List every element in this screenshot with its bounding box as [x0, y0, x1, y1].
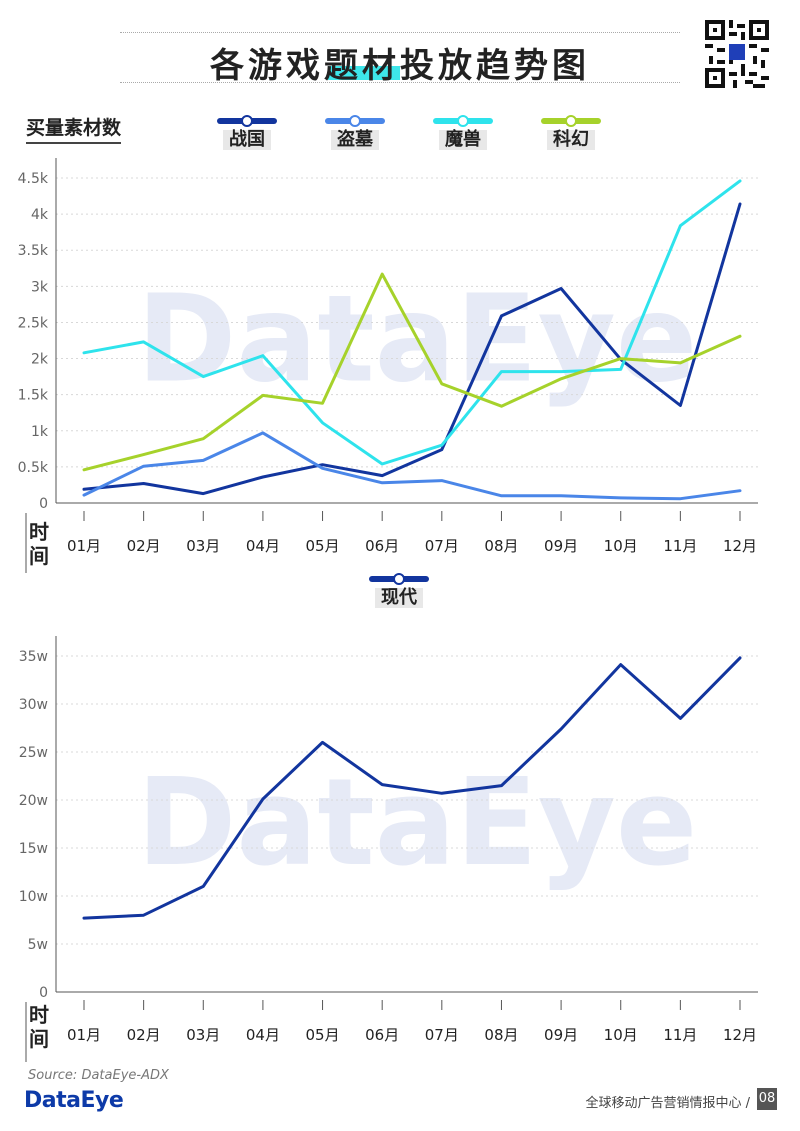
chart1-ylabel: 买量素材数 [26, 113, 122, 144]
x-tick-label: 04月 [246, 537, 280, 555]
x-tick-label: 02月 [127, 537, 161, 555]
x-tick-label: 02月 [127, 1026, 161, 1044]
y-tick-label: 4k [31, 207, 49, 223]
page-title: 各游戏题材投放趋势图 [210, 46, 590, 86]
y-tick-label: 25w [19, 745, 48, 761]
x-tick-label: 05月 [305, 537, 339, 555]
y-tick-label: 35w [19, 649, 48, 665]
title-divider-top [120, 32, 680, 33]
series-line-魔兽 [82, 179, 742, 466]
legend-swatch [217, 115, 277, 127]
title-highlight [328, 66, 400, 80]
legend-swatch [541, 115, 601, 127]
legend-item-zhanguo: 战国 [197, 115, 297, 160]
title-area: 各游戏题材投放趋势图 [0, 18, 800, 98]
y-tick-label: 1k [31, 424, 49, 440]
legend-item-xiandai: 现代 [349, 573, 449, 618]
x-tick-label: 08月 [484, 1026, 518, 1044]
x-tick-label: 11月 [663, 537, 697, 555]
series-line-现代 [82, 656, 742, 920]
x-tick-label: 07月 [425, 537, 459, 555]
x-tick-label: 01月 [67, 1026, 101, 1044]
watermark: DataEye [137, 754, 698, 893]
legend-swatch [325, 115, 385, 127]
page-number: 08 [757, 1088, 777, 1110]
x-tick-label: 10月 [604, 537, 638, 555]
x-tick-label: 09月 [544, 537, 578, 555]
y-tick-label: 10w [19, 889, 48, 905]
y-tick-label: 20w [19, 793, 48, 809]
legend-item-kehuan: 科幻 [521, 115, 621, 160]
chart2-xaxis-name: 时间 [29, 1003, 49, 1051]
y-tick-label: 4.5k [18, 171, 49, 187]
x-tick-label: 08月 [484, 537, 518, 555]
series-line-盗墓 [82, 431, 742, 501]
chart1-xaxis-name: 时间 [29, 520, 49, 568]
legend-label: 战国 [223, 130, 271, 150]
x-tick-label: 06月 [365, 537, 399, 555]
source-note: Source: DataEye-ADX [28, 1068, 169, 1083]
x-tick-label: 01月 [67, 537, 101, 555]
x-tick-label: 04月 [246, 1026, 280, 1044]
x-tick-label: 12月 [723, 537, 757, 555]
x-tick-label: 03月 [186, 537, 220, 555]
legend-swatch [433, 115, 493, 127]
y-tick-label: 0 [39, 985, 48, 1001]
footer-org: 全球移动广告营销情报中心 / [585, 1096, 750, 1111]
legend-label: 魔兽 [439, 130, 487, 150]
y-tick-label: 30w [19, 697, 48, 713]
qr-code [705, 20, 769, 88]
x-tick-label: 10月 [604, 1026, 638, 1044]
y-tick-label: 3k [31, 279, 49, 295]
legend-swatch [369, 573, 429, 585]
y-tick-label: 15w [19, 841, 48, 857]
x-tick-label: 05月 [305, 1026, 339, 1044]
x-tick-label: 09月 [544, 1026, 578, 1044]
series-line-科幻 [82, 272, 742, 472]
brand-logo: DataEye [24, 1088, 124, 1113]
chart-2-line-chart: DataEye 0 5w 10w 15w 20w 25w 30w 35w 01月 02月 03月 04月… [19, 636, 758, 1062]
series-line-战国 [82, 202, 742, 496]
legend-label: 盗墓 [331, 130, 379, 150]
y-tick-label: 0.5k [18, 460, 49, 476]
y-tick-label: 2.5k [18, 315, 49, 331]
x-tick-label: 07月 [425, 1026, 459, 1044]
x-tick-label: 12月 [723, 1026, 757, 1044]
y-tick-label: 2k [31, 352, 49, 368]
x-tick-label: 03月 [186, 1026, 220, 1044]
title-divider-bottom [120, 82, 680, 83]
x-tick-label: 11月 [663, 1026, 697, 1044]
legend-item-daomu: 盗墓 [305, 115, 405, 160]
legend-item-moshou: 魔兽 [413, 115, 513, 160]
y-tick-label: 5w [28, 937, 48, 953]
y-tick-label: 1.5k [18, 388, 49, 404]
x-tick-label: 06月 [365, 1026, 399, 1044]
legend-label: 现代 [375, 588, 423, 608]
y-tick-label: 0 [39, 496, 48, 512]
y-tick-label: 3.5k [18, 243, 49, 259]
legend-label: 科幻 [547, 130, 595, 150]
